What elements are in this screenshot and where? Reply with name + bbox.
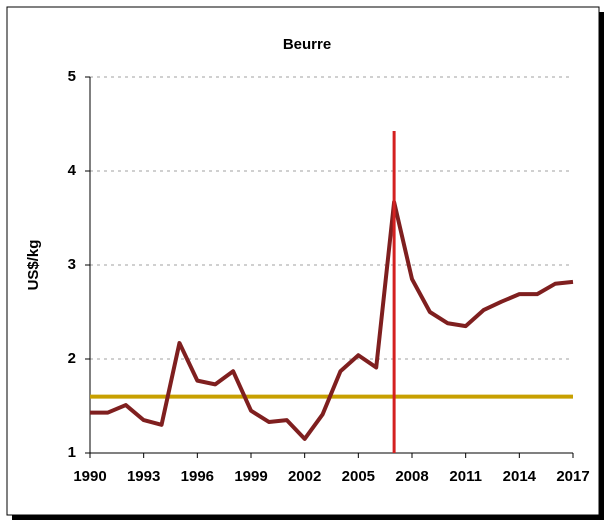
x-tick-label: 2011 — [449, 468, 482, 485]
y-tick-label: 3 — [68, 256, 76, 273]
data-line — [90, 200, 574, 441]
y-tick-label: 5 — [68, 68, 76, 85]
x-tick-label: 2014 — [503, 468, 537, 485]
x-tick-label: 2017 — [556, 468, 589, 485]
y-tick-label: 1 — [68, 444, 76, 461]
frame — [6, 6, 600, 516]
x-tick-label: 2002 — [288, 468, 321, 485]
x-tick-label: 1990 — [73, 468, 106, 485]
y-tick-label: 4 — [68, 162, 77, 179]
y-tick-label: 2 — [68, 350, 76, 367]
x-tick-label: 1999 — [234, 468, 267, 485]
x-tick-label: 2005 — [342, 468, 375, 485]
x-tick-label: 2008 — [395, 468, 428, 485]
x-tick-label: 1996 — [181, 468, 214, 485]
chart-title: Beurre — [283, 36, 331, 53]
y-axis-label: US$/kg — [25, 240, 42, 291]
x-tick-label: 1993 — [127, 468, 160, 485]
